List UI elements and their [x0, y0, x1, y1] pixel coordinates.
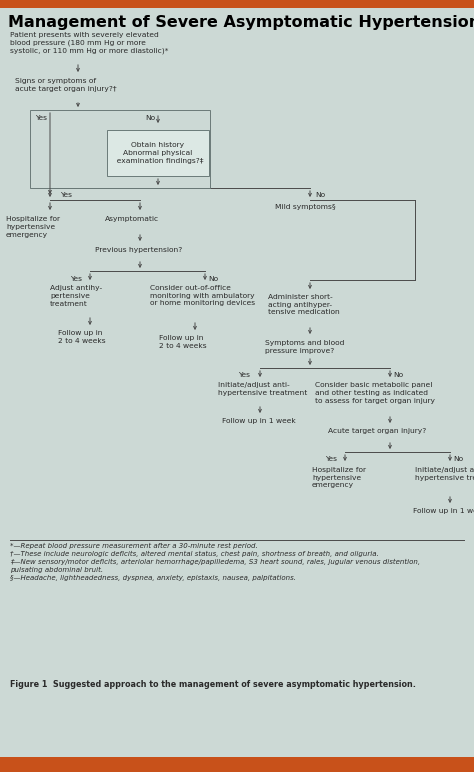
Text: Previous hypertension?: Previous hypertension? [95, 247, 182, 253]
Text: Follow up in 1 week: Follow up in 1 week [413, 508, 474, 514]
Text: Yes: Yes [35, 115, 47, 121]
Text: Figure 1  Suggested approach to the management of severe asymptomatic hypertensi: Figure 1 Suggested approach to the manag… [10, 680, 416, 689]
Text: Yes: Yes [70, 276, 82, 282]
Text: No: No [145, 115, 155, 121]
Text: No: No [393, 372, 403, 378]
Text: Follow up in
2 to 4 weeks: Follow up in 2 to 4 weeks [159, 335, 207, 349]
Text: Follow up in
2 to 4 weeks: Follow up in 2 to 4 weeks [58, 330, 106, 344]
Text: Hospitalize for
hypertensive
emergency: Hospitalize for hypertensive emergency [312, 467, 366, 489]
Text: Follow up in 1 week: Follow up in 1 week [222, 418, 296, 424]
Text: Acute target organ injury?: Acute target organ injury? [328, 428, 426, 434]
Text: Management of Severe Asymptomatic Hypertension: Management of Severe Asymptomatic Hypert… [8, 15, 474, 29]
Bar [107, 130, 209, 176]
Bar [0, 757, 474, 772]
Text: Symptoms and blood
pressure improve?: Symptoms and blood pressure improve? [265, 340, 345, 354]
Bar [0, 0, 474, 8]
Text: Initiate/adjust anti-
hypertensive treatment: Initiate/adjust anti- hypertensive treat… [415, 467, 474, 481]
Text: No: No [208, 276, 218, 282]
Text: Hospitalize for
hypertensive
emergency: Hospitalize for hypertensive emergency [6, 216, 60, 238]
Bar [30, 110, 210, 188]
Text: Adjust antihy-
pertensive
treatment: Adjust antihy- pertensive treatment [50, 285, 102, 306]
Text: No: No [453, 456, 463, 462]
Text: Yes: Yes [60, 192, 72, 198]
Text: Yes: Yes [238, 372, 250, 378]
Text: Consider basic metabolic panel
and other testing as indicated
to assess for targ: Consider basic metabolic panel and other… [315, 382, 435, 404]
Text: Administer short-
acting antihyper-
tensive medication: Administer short- acting antihyper- tens… [268, 294, 340, 316]
Text: Patient presents with severely elevated
blood pressure (180 mm Hg or more
systol: Patient presents with severely elevated … [10, 32, 168, 55]
Text: Signs or symptoms of
acute target organ injury?†: Signs or symptoms of acute target organ … [15, 78, 117, 92]
Text: Consider out-of-office
monitoring with ambulatory
or home monitoring devices: Consider out-of-office monitoring with a… [150, 285, 255, 306]
Text: Initiate/adjust anti-
hypertensive treatment: Initiate/adjust anti- hypertensive treat… [218, 382, 307, 396]
Text: Obtain history
Abnormal physical
  examination findings?‡: Obtain history Abnormal physical examina… [112, 143, 204, 164]
Text: No: No [315, 192, 325, 198]
Text: *—Repeat blood pressure measurement after a 30-minute rest period.
†—These inclu: *—Repeat blood pressure measurement afte… [10, 543, 420, 581]
Text: Mild symptoms§: Mild symptoms§ [275, 204, 336, 210]
Text: Asymptomatic: Asymptomatic [105, 216, 159, 222]
Text: Yes: Yes [325, 456, 337, 462]
